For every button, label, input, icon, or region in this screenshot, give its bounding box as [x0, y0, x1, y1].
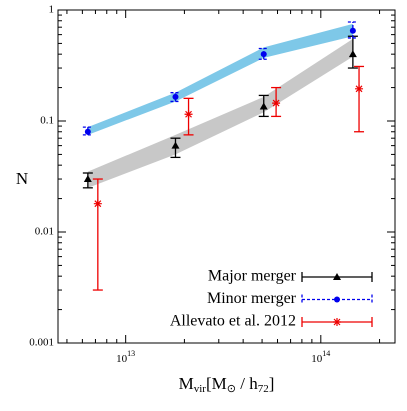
- point: [260, 51, 267, 58]
- error-bar: [92, 178, 103, 291]
- y-tick-label: 1: [49, 4, 55, 16]
- legend-marker: [333, 318, 341, 326]
- x-axis-label-part: [M: [206, 374, 227, 393]
- legend-marker: [334, 296, 340, 303]
- y-tick-label: 0.1: [40, 115, 54, 127]
- legend-label: Minor merger: [207, 290, 297, 307]
- legend-marker: [333, 273, 341, 280]
- plot-frame: [57, 9, 396, 344]
- legend-label: Major merger: [208, 268, 297, 285]
- point: [83, 175, 92, 183]
- x-axis-label-part: / h: [236, 374, 258, 393]
- point: [84, 128, 91, 135]
- point: [93, 199, 102, 208]
- point: [171, 141, 180, 149]
- x-axis-label: Mvir[M⊙ / h72]: [179, 374, 275, 395]
- x-tick-label: 1013: [116, 349, 135, 365]
- point: [184, 110, 193, 119]
- x-axis-label-part: ]: [269, 374, 275, 393]
- x-axis-label-part: vir: [194, 383, 207, 395]
- band: [87, 38, 353, 188]
- band: [87, 23, 353, 135]
- y-axis-label: N: [16, 169, 28, 188]
- x-axis-label-part: ⊙: [227, 383, 236, 395]
- point: [272, 99, 281, 108]
- x-axis-label-part: M: [179, 374, 194, 393]
- y-tick-label: 0.001: [29, 337, 54, 349]
- point: [349, 27, 356, 34]
- y-tick-label: 0.01: [35, 226, 54, 238]
- legend-label: Allevato et al. 2012: [170, 313, 296, 330]
- x-tick-label: 1014: [311, 349, 330, 365]
- x-axis-label-part: 72: [258, 383, 269, 395]
- point: [172, 93, 179, 100]
- point: [355, 84, 364, 93]
- point: [259, 102, 268, 110]
- point: [348, 50, 357, 58]
- error-bar: [354, 65, 365, 133]
